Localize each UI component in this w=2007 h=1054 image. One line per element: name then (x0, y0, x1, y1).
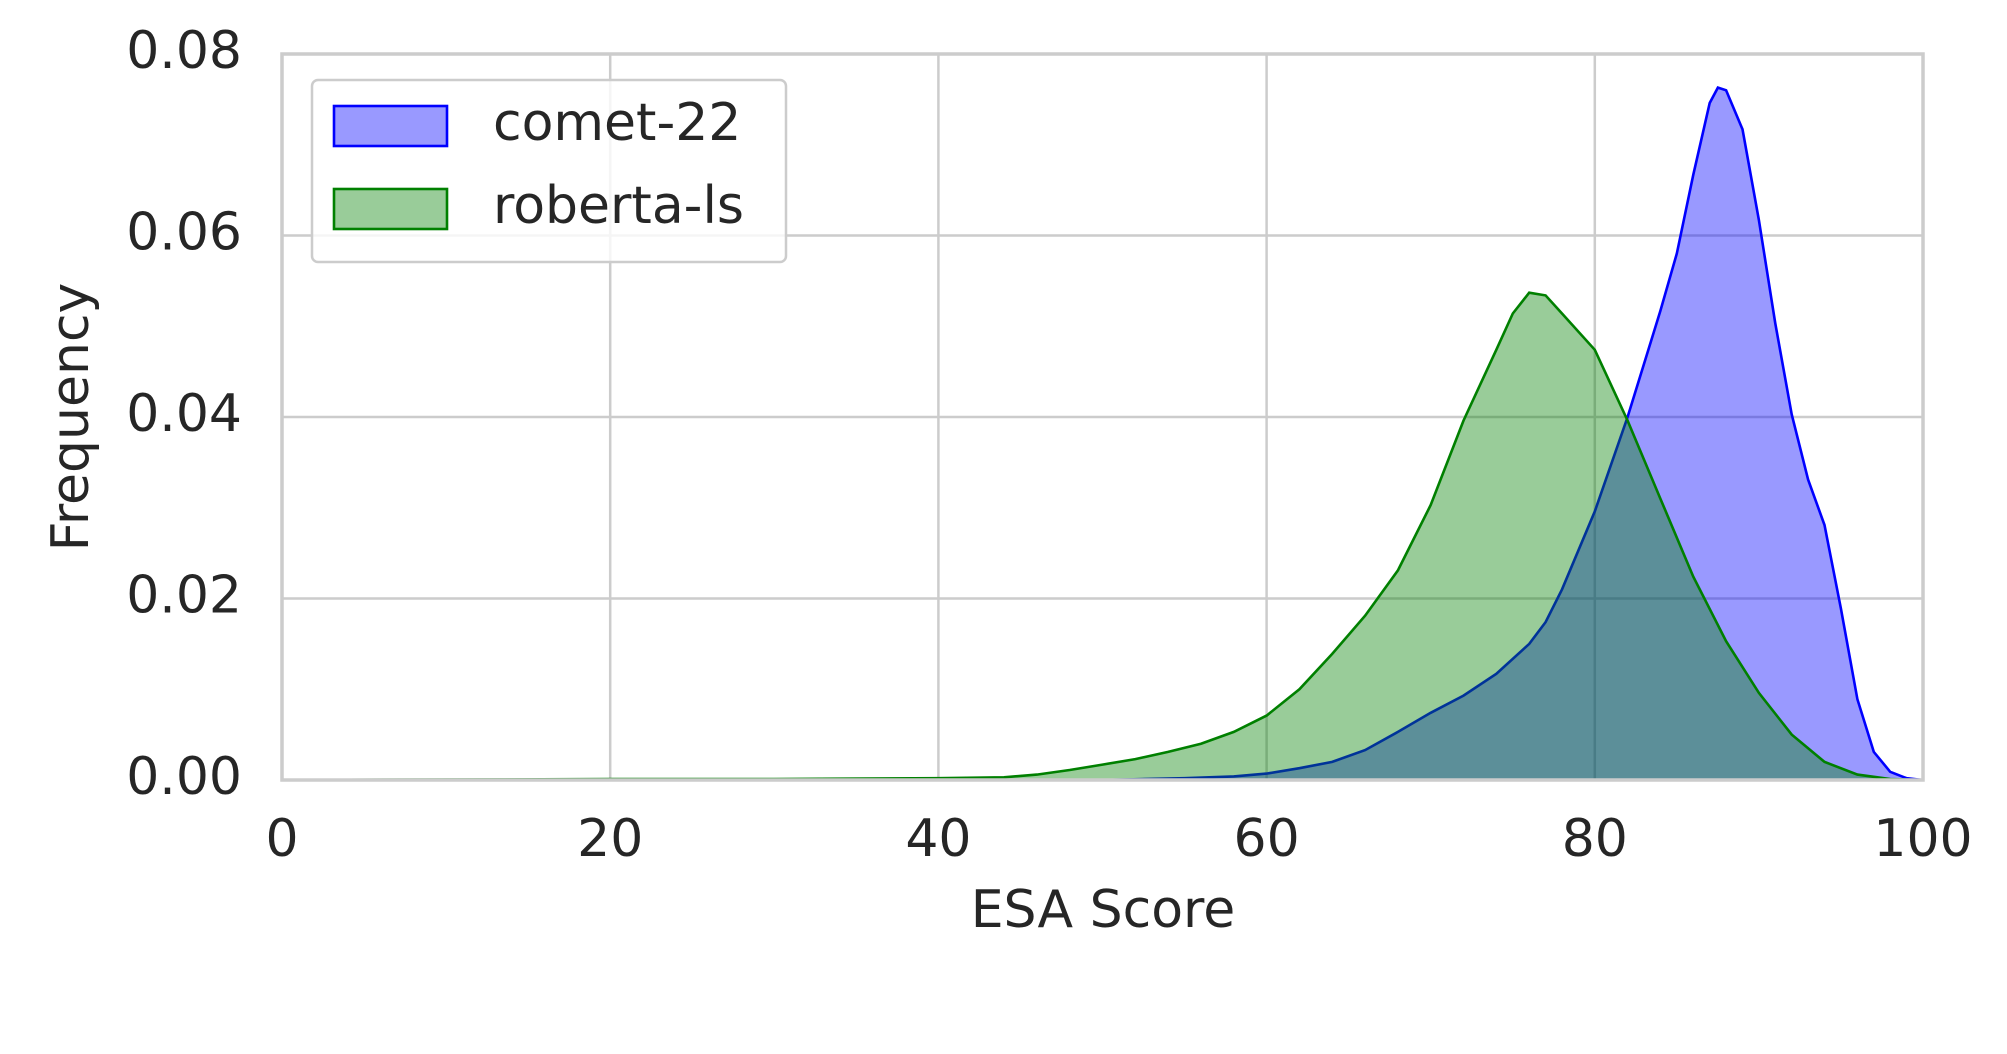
x-tick-label: 100 (1873, 809, 1972, 869)
legend-label: roberta-ls (493, 176, 744, 236)
area-line (281, 291, 1924, 782)
y-tick-label: 0.08 (126, 21, 242, 81)
legend-swatch (332, 104, 449, 148)
y-tick-label: 0.02 (126, 566, 242, 626)
y-tick-label: 0.00 (126, 747, 242, 807)
area (282, 87, 1923, 781)
y-tick-label: 0.04 (126, 384, 242, 444)
x-tick-label: 80 (1562, 809, 1628, 869)
x-axis-label: ESA Score (971, 880, 1236, 940)
y-tick-label: 0.06 (126, 203, 242, 263)
legend-label: comet-22 (493, 93, 741, 153)
legend: comet-22 roberta-ls (310, 78, 788, 264)
x-tick-label: 40 (905, 809, 971, 869)
area-line (282, 86, 1924, 782)
plot-frame (280, 52, 1925, 782)
x-tick-label: 20 (577, 809, 643, 869)
legend-box (310, 78, 788, 264)
legend-swatch (332, 187, 449, 231)
x-tick-label: 0 (265, 809, 298, 869)
area (282, 292, 1923, 780)
y-axis-label: Frequency (41, 283, 101, 552)
x-tick-label: 60 (1234, 809, 1300, 869)
